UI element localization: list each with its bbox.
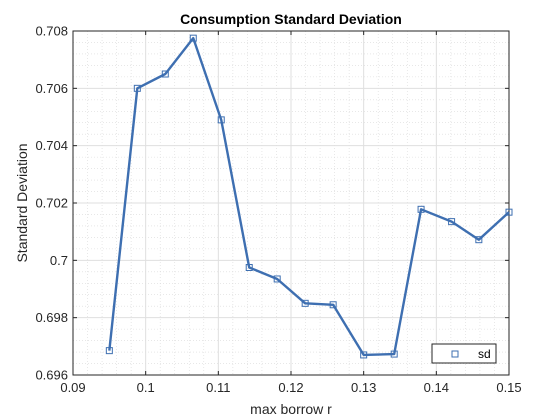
x-axis-label: max borrow r <box>250 401 332 417</box>
y-axis-label: Standard Deviation <box>14 143 30 262</box>
x-tick-label: 0.11 <box>206 380 230 395</box>
y-tick-label: 0.696 <box>35 368 68 383</box>
y-tick-label: 0.706 <box>35 81 68 96</box>
x-tick-label: 0.15 <box>496 380 521 395</box>
x-tick-label: 0.09 <box>60 380 85 395</box>
data-point-sd <box>505 208 513 216</box>
data-point-sd <box>329 301 337 309</box>
data-point-sd <box>448 218 456 226</box>
y-tick-label: 0.708 <box>35 24 68 39</box>
data-point-sd <box>105 347 113 355</box>
data-point-sd <box>475 236 483 244</box>
data-point-sd <box>133 84 141 92</box>
x-tick-label: 0.1 <box>137 380 155 395</box>
y-tick-label: 0.7 <box>50 253 68 268</box>
y-tick-label: 0.702 <box>35 196 68 211</box>
y-tick-label: 0.698 <box>35 310 68 325</box>
y-tick-label: 0.704 <box>35 138 68 153</box>
data-point-sd <box>189 34 197 42</box>
data-point-sd <box>301 299 309 307</box>
x-tick-labels: 0.09 0.1 0.11 0.12 0.13 0.14 0.15 <box>60 380 521 395</box>
data-point-sd <box>273 275 281 283</box>
chart-title: Consumption Standard Deviation <box>180 11 402 27</box>
data-point-sd <box>217 116 225 124</box>
legend: sd <box>431 343 497 364</box>
data-point-sd <box>417 205 425 213</box>
x-tick-label: 0.14 <box>424 380 449 395</box>
legend-box <box>431 343 497 364</box>
data-point-sd <box>161 70 169 78</box>
series-line-sd <box>108 36 510 357</box>
legend-label-sd: sd <box>478 347 491 361</box>
x-tick-label: 0.13 <box>351 380 376 395</box>
series-layer <box>105 34 513 359</box>
data-point-sd <box>245 264 253 271</box>
data-point-sd <box>390 350 398 358</box>
data-point-sd <box>360 351 368 359</box>
y-tick-labels: 0.696 0.698 0.7 0.702 0.704 0.706 0.708 <box>35 24 68 383</box>
legend-marker-sd <box>451 350 459 358</box>
x-tick-label: 0.12 <box>278 380 303 395</box>
axis-ticks <box>72 30 510 376</box>
